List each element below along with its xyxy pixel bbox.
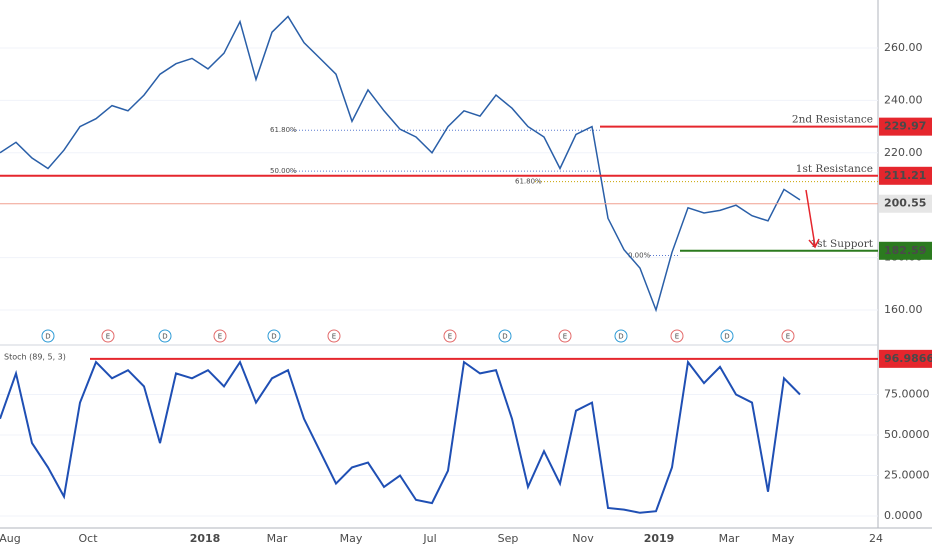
event-marker [101,329,115,343]
y-tick-label: 220.00 [884,146,923,159]
event-marker [41,329,55,343]
event-letter: E [675,333,679,341]
x-tick-label: 2018 [190,532,221,545]
event-letter: E [563,333,567,341]
event-marker [158,329,172,343]
event-letter: D [618,333,623,341]
y-tick-label: 50.0000 [884,428,930,441]
price-label-box [879,166,932,185]
fib-label: 61.80% [270,126,297,134]
y-tick-label: 25.0000 [884,469,930,482]
fib-label: 61.80% [515,178,542,186]
x-tick-label: Oct [78,532,98,545]
x-tick-label: May [340,532,363,545]
event-marker [443,329,457,343]
price-label: 182.59 [884,244,926,257]
price-label: 200.55 [884,197,926,210]
y-tick-label: 0.0000 [884,509,923,522]
line-series [0,15,801,313]
y-tick-label: 75.0000 [884,387,930,400]
price-label: 96.9866 [884,352,932,365]
x-tick-label: Mar [267,532,288,545]
event-letter: E [332,333,336,341]
level-name: 2nd Resistance [792,114,873,126]
y-tick-label: 160.00 [884,303,923,316]
indicator-label: Stoch (89, 5, 3) [4,353,66,362]
event-letter: D [502,333,507,341]
fib-label: 50.00% [270,167,297,175]
price-label: 211.21 [884,169,926,182]
fib-label: 0.00% [628,251,651,259]
price-label: 229.97 [884,120,926,133]
event-marker [720,329,734,343]
event-marker [614,329,628,343]
x-tick-label: 24 [869,532,883,545]
event-marker [781,329,795,343]
event-letter: E [106,333,110,341]
event-letter: E [448,333,452,341]
event-marker [558,329,572,343]
level-name: 1st Resistance [796,163,873,175]
line-series [0,359,801,514]
x-tick-label: Jul [422,532,436,545]
arrow [805,189,820,249]
level-name: 1st Support [810,238,873,250]
x-tick-label: Nov [572,532,594,545]
event-letter: D [271,333,276,341]
x-tick-label: 2019 [644,532,675,545]
event-letter: D [45,333,50,341]
x-tick-label: Aug [0,532,21,545]
x-tick-label: Sep [498,532,519,545]
event-marker [327,329,341,343]
price-label-box [879,117,932,136]
event-letter: D [724,333,729,341]
y-tick-label: 260.00 [884,41,923,54]
price-label-box [879,194,932,213]
event-letter: E [218,333,222,341]
event-marker [213,329,227,343]
price-label-box [879,241,932,260]
event-letter: E [786,333,790,341]
x-tick-label: Mar [719,532,740,545]
price-label-box [879,349,932,368]
event-letter: D [162,333,167,341]
event-marker [267,329,281,343]
event-marker [670,329,684,343]
event-marker [498,329,512,343]
y-tick-label: 240.00 [884,93,923,106]
x-tick-label: May [772,532,795,545]
